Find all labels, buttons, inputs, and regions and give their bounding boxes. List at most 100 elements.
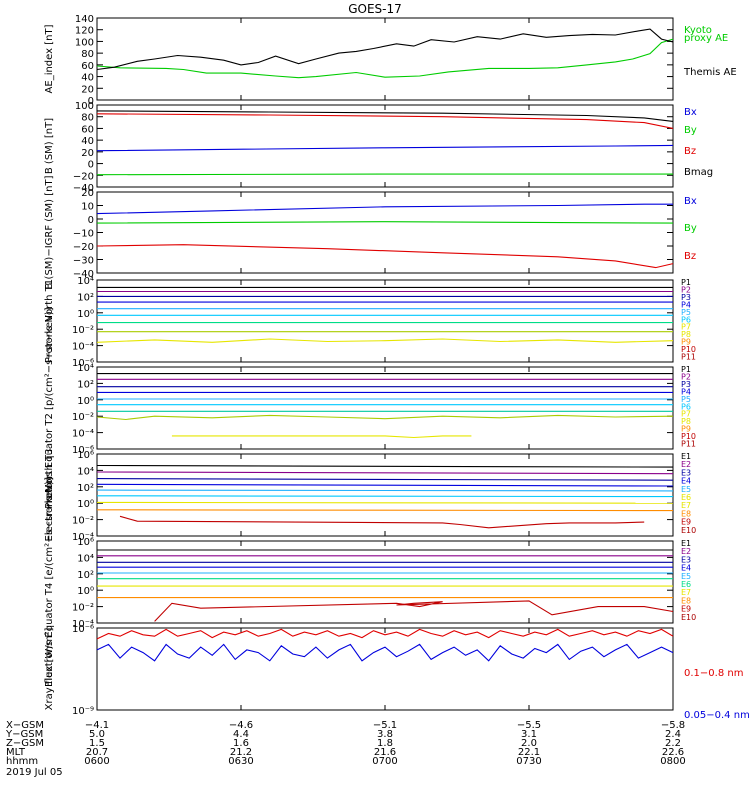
legend-entry: Themis AE xyxy=(683,67,737,78)
x-tick-label: −5.1 xyxy=(373,720,397,731)
legend-entry: P10 xyxy=(681,432,696,441)
y-tick-label: 0 xyxy=(88,215,94,226)
y-axis-label: Xray flux [W/m²] xyxy=(44,628,55,711)
legend-entry: E3 xyxy=(681,468,691,477)
y-tick-label: 10⁻⁴ xyxy=(72,619,94,630)
x-row-label: MLT xyxy=(6,747,26,758)
y-tick-label: 10⁻⁶ xyxy=(72,624,94,635)
x-tick-label: 3.1 xyxy=(521,729,537,740)
y-tick-label: 10⁴ xyxy=(77,363,94,374)
series-line xyxy=(96,338,674,343)
legend-entry: Kyoto xyxy=(684,25,712,36)
series-line xyxy=(96,478,674,481)
x-tick-label: 0800 xyxy=(660,756,685,767)
y-tick-label: 20 xyxy=(81,84,94,95)
date-label: 2019 Jul 05 xyxy=(6,767,63,778)
series-line xyxy=(96,483,674,487)
series-line xyxy=(96,173,673,176)
x-tick-label: 0730 xyxy=(516,756,541,767)
y-tick-label: 10⁰ xyxy=(77,309,94,320)
x-tick-label: 4.4 xyxy=(233,729,249,740)
legend-entry: Bz xyxy=(684,251,696,262)
series-line xyxy=(154,600,674,622)
legend-entry: E10 xyxy=(681,526,696,535)
y-tick-label: 0 xyxy=(88,160,94,171)
y-tick-label: 10⁶ xyxy=(77,537,94,548)
x-tick-label: −5.5 xyxy=(517,720,541,731)
y-tick-label: 60 xyxy=(81,124,94,135)
y-tick-label: −10 xyxy=(73,229,94,240)
legend-entry: Bx xyxy=(684,196,697,207)
series-line xyxy=(119,515,645,529)
legend-entry: E4 xyxy=(681,477,691,486)
legend-entry: P3 xyxy=(681,380,691,389)
y-tick-label: 10⁻⁶ xyxy=(72,445,94,456)
x-tick-label: −4.6 xyxy=(229,720,253,731)
panel-frame xyxy=(96,627,674,711)
y-axis-label: B (SM) [nT] xyxy=(44,118,55,174)
legend-entry: E5 xyxy=(681,485,691,494)
legend-entry: P7 xyxy=(681,323,691,332)
series-line xyxy=(96,643,674,662)
y-tick-label: −20 xyxy=(73,242,94,253)
series-line xyxy=(96,113,674,129)
series-line xyxy=(96,471,674,475)
legend-entry: P1 xyxy=(681,278,691,287)
legend-entry: E7 xyxy=(681,588,691,597)
y-tick-label: 10⁻⁴ xyxy=(72,342,94,353)
x-row-label: hhmm xyxy=(6,756,38,767)
legend-entry: E7 xyxy=(681,501,691,510)
legend-entry: Bx xyxy=(684,107,697,118)
legend-entry: proxy AE xyxy=(684,33,728,44)
y-tick-label: 10² xyxy=(77,379,94,390)
y-axis-label: Protons Equator T2 [p/(cm²−s−sr−keV)] xyxy=(44,307,55,509)
legend-entry: P3 xyxy=(681,293,691,302)
legend-entry: P8 xyxy=(681,417,691,426)
legend-entry: P5 xyxy=(681,308,691,317)
x-tick-label: 2.0 xyxy=(521,738,537,749)
x-tick-label: 0600 xyxy=(84,756,109,767)
legend-entry: E8 xyxy=(681,596,691,605)
y-tick-label: 10⁻² xyxy=(72,412,94,423)
x-tick-label: −5.8 xyxy=(661,720,685,731)
legend-entry: E1 xyxy=(681,539,691,548)
legend-entry: E9 xyxy=(681,605,691,614)
legend-entry: P7 xyxy=(681,410,691,419)
x-row-label: Z−GSM xyxy=(6,738,44,749)
x-tick-label: 2.4 xyxy=(665,729,681,740)
series-line xyxy=(96,495,674,498)
legend-entry: E2 xyxy=(681,547,691,556)
legend-entry: E2 xyxy=(681,460,691,469)
panel-frame xyxy=(96,279,674,363)
x-tick-label: 22.6 xyxy=(662,747,684,758)
x-row-label: X−GSM xyxy=(6,720,44,731)
series-line xyxy=(96,501,674,504)
y-tick-label: 0 xyxy=(88,96,94,107)
y-tick-label: 10⁴ xyxy=(77,466,94,477)
y-axis-label: B (SM)−IGRF (SM) [nT] xyxy=(44,175,55,289)
x-tick-label: 3.8 xyxy=(377,729,393,740)
panel-electrons-equator-t4: 10⁻⁴ 10⁻² 10⁰ 10² 10⁴ 10⁶ Electrons Equator T4… xyxy=(44,477,696,687)
y-tick-label: 60 xyxy=(81,61,94,72)
series-line xyxy=(96,244,674,269)
y-tick-label: 20 xyxy=(81,148,94,159)
series-line xyxy=(96,414,674,421)
legend-entry: By xyxy=(684,125,697,136)
panel-protons-equator-t2: 10⁻⁶ 10⁻⁴ 10⁻² 10⁰ 10² 10⁴ Protons Equator T2 … xyxy=(44,307,696,509)
y-tick-label: 20 xyxy=(81,188,94,199)
figure-title: GOES-17 xyxy=(348,2,402,16)
legend-entry: Bz xyxy=(684,146,696,157)
x-tick-label: 21.6 xyxy=(374,747,396,758)
series-line xyxy=(96,144,674,152)
legend: 0.1−0.8 nm 0.05−0.4 nm xyxy=(684,668,750,721)
legend: Bx By Bz xyxy=(684,196,697,262)
y-tick-label: 10⁶ xyxy=(77,450,94,461)
legend-entry: P11 xyxy=(681,353,696,362)
